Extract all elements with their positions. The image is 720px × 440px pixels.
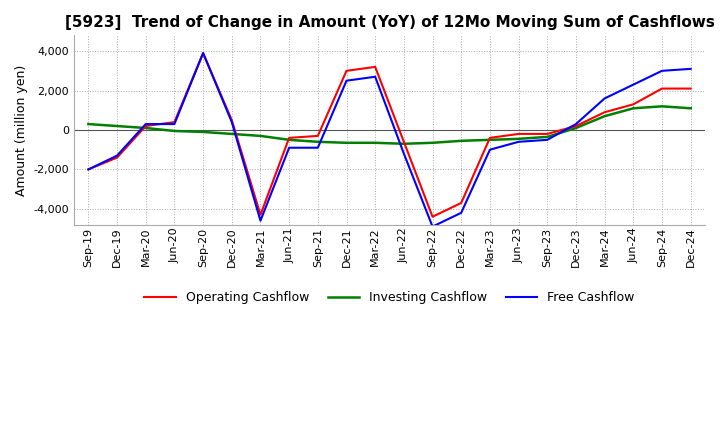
Title: [5923]  Trend of Change in Amount (YoY) of 12Mo Moving Sum of Cashflows: [5923] Trend of Change in Amount (YoY) o… <box>65 15 714 30</box>
Free Cashflow <box>84 167 93 172</box>
Y-axis label: Amount (million yen): Amount (million yen) <box>15 64 28 196</box>
Investing Cashflow <box>141 125 150 131</box>
Operating Cashflow <box>170 119 179 125</box>
Operating Cashflow <box>371 64 379 70</box>
Investing Cashflow <box>428 140 437 146</box>
Free Cashflow <box>170 121 179 127</box>
Free Cashflow <box>199 51 207 56</box>
Operating Cashflow <box>256 212 265 217</box>
Free Cashflow <box>457 210 466 216</box>
Operating Cashflow <box>629 102 638 107</box>
Operating Cashflow <box>514 131 523 136</box>
Investing Cashflow <box>657 104 666 109</box>
Operating Cashflow <box>141 123 150 128</box>
Investing Cashflow <box>113 123 122 128</box>
Free Cashflow <box>657 68 666 73</box>
Investing Cashflow <box>543 134 552 139</box>
Free Cashflow <box>141 121 150 127</box>
Free Cashflow <box>342 78 351 83</box>
Investing Cashflow <box>629 106 638 111</box>
Operating Cashflow <box>572 123 580 128</box>
Free Cashflow <box>228 119 236 125</box>
Operating Cashflow <box>686 86 695 91</box>
Free Cashflow <box>686 66 695 71</box>
Operating Cashflow <box>285 135 294 140</box>
Operating Cashflow <box>313 133 322 139</box>
Operating Cashflow <box>657 86 666 91</box>
Investing Cashflow <box>485 137 494 143</box>
Investing Cashflow <box>256 133 265 139</box>
Line: Free Cashflow: Free Cashflow <box>89 53 690 227</box>
Operating Cashflow <box>113 155 122 160</box>
Line: Investing Cashflow: Investing Cashflow <box>89 106 690 144</box>
Operating Cashflow <box>342 68 351 73</box>
Operating Cashflow <box>543 131 552 136</box>
Free Cashflow <box>428 224 437 229</box>
Investing Cashflow <box>572 125 580 131</box>
Legend: Operating Cashflow, Investing Cashflow, Free Cashflow: Operating Cashflow, Investing Cashflow, … <box>140 286 639 309</box>
Investing Cashflow <box>228 131 236 136</box>
Investing Cashflow <box>84 121 93 127</box>
Operating Cashflow <box>428 214 437 220</box>
Operating Cashflow <box>84 167 93 172</box>
Investing Cashflow <box>457 138 466 143</box>
Operating Cashflow <box>228 117 236 123</box>
Free Cashflow <box>629 82 638 87</box>
Free Cashflow <box>514 139 523 144</box>
Operating Cashflow <box>457 200 466 205</box>
Free Cashflow <box>256 218 265 224</box>
Investing Cashflow <box>371 140 379 146</box>
Investing Cashflow <box>400 141 408 147</box>
Free Cashflow <box>371 74 379 79</box>
Investing Cashflow <box>686 106 695 111</box>
Operating Cashflow <box>485 135 494 140</box>
Operating Cashflow <box>400 139 408 144</box>
Investing Cashflow <box>514 136 523 142</box>
Operating Cashflow <box>199 51 207 56</box>
Investing Cashflow <box>600 114 609 119</box>
Free Cashflow <box>572 121 580 127</box>
Investing Cashflow <box>199 129 207 135</box>
Investing Cashflow <box>313 139 322 144</box>
Free Cashflow <box>600 96 609 101</box>
Investing Cashflow <box>342 140 351 146</box>
Free Cashflow <box>285 145 294 150</box>
Free Cashflow <box>485 147 494 152</box>
Free Cashflow <box>313 145 322 150</box>
Free Cashflow <box>113 153 122 158</box>
Investing Cashflow <box>285 137 294 143</box>
Line: Operating Cashflow: Operating Cashflow <box>89 53 690 217</box>
Investing Cashflow <box>170 128 179 134</box>
Operating Cashflow <box>600 110 609 115</box>
Free Cashflow <box>400 151 408 156</box>
Free Cashflow <box>543 137 552 143</box>
